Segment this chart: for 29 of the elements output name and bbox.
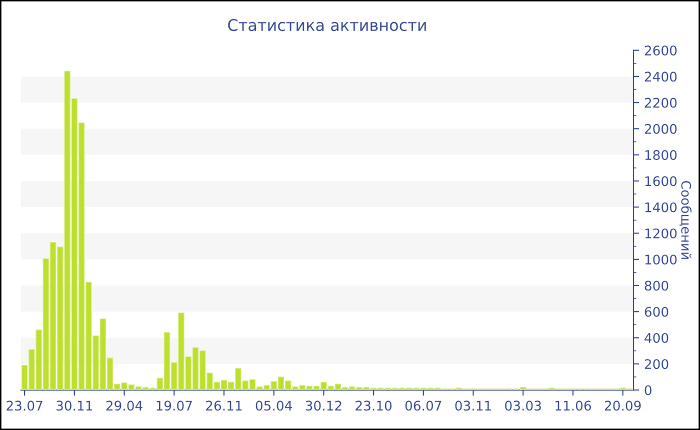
y-tick-label: 2200 — [644, 98, 677, 108]
x-tick-label: 29.04 — [106, 400, 142, 411]
y-tick-label: 0 — [644, 385, 652, 396]
y-tick-label: 400 — [644, 332, 668, 343]
x-tick-label: 11.06 — [556, 400, 592, 411]
y-tick-label: 2400 — [644, 72, 677, 82]
x-tick-label: 05.04 — [256, 400, 292, 411]
x-tick-label: 30.12 — [306, 400, 342, 411]
x-tick-label: 03.03 — [505, 400, 541, 411]
y-tick-label: 800 — [644, 280, 668, 291]
x-tick-label: 20.09 — [604, 400, 641, 411]
x-tick-label: 06.07 — [405, 400, 442, 411]
chart-title: Статистика активности — [228, 19, 426, 32]
y-tick-label: 2000 — [644, 124, 677, 134]
y-tick-label: 1000 — [645, 254, 677, 265]
x-tick-label: 23.07 — [6, 400, 42, 411]
y-tick-label: 200 — [644, 359, 668, 370]
x-tick-label: 30.11 — [56, 400, 92, 411]
y-tick-label: 2600 — [644, 46, 677, 56]
x-tick-label: 03.11 — [455, 400, 491, 411]
y-axis-title: Сообщений — [680, 180, 692, 259]
x-tick-label: 23.10 — [356, 400, 392, 411]
x-tick-label: 26.11 — [206, 400, 242, 411]
y-tick-label: 1600 — [645, 176, 677, 186]
x-tick-label: 19.07 — [156, 400, 192, 411]
y-tick-label: 1200 — [645, 228, 677, 238]
y-tick-label: 600 — [644, 306, 668, 317]
y-tick-label: 1800 — [645, 150, 677, 160]
y-tick-label: 1400 — [645, 202, 677, 212]
